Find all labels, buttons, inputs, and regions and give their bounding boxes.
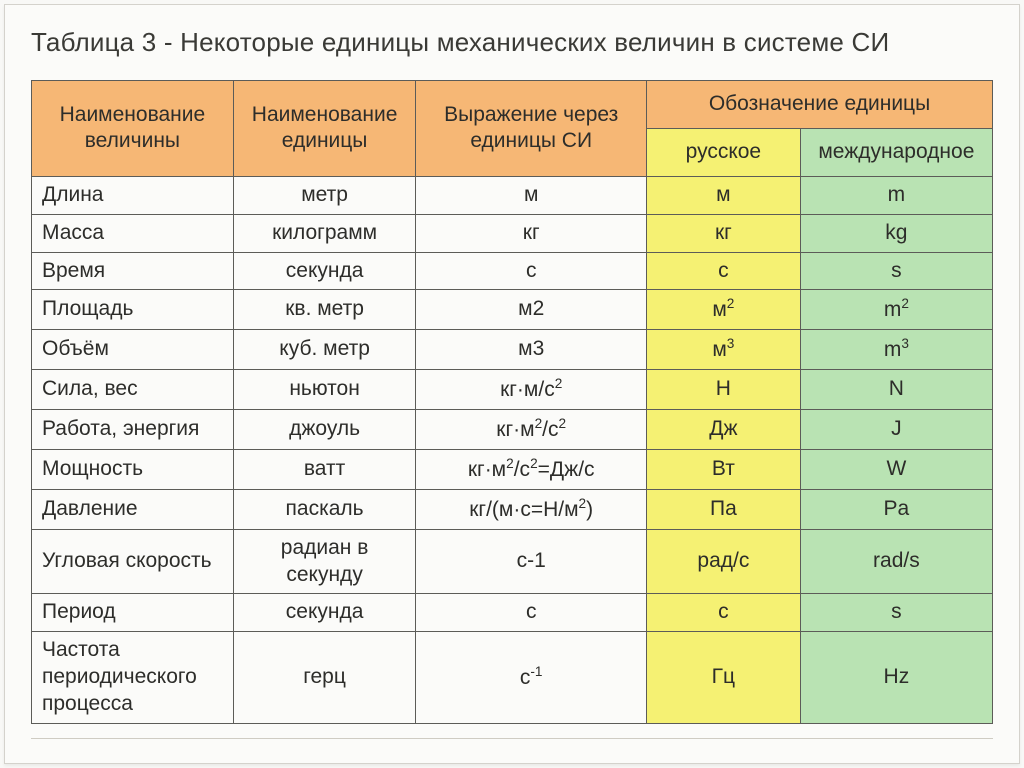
table-header: Наименование величины Наименование едини… — [32, 81, 993, 177]
cell-int: W — [800, 449, 992, 489]
divider — [31, 738, 993, 739]
cell-rus: с — [647, 594, 801, 632]
cell-rus: Па — [647, 489, 801, 529]
cell-quantity: Объём — [32, 330, 234, 370]
cell-quantity: Сила, вес — [32, 370, 234, 410]
cell-unit: секунда — [233, 252, 416, 290]
cell-quantity: Время — [32, 252, 234, 290]
cell-si: м2 — [416, 290, 647, 330]
cell-int: m2 — [800, 290, 992, 330]
header-quantity: Наименование величины — [32, 81, 234, 177]
cell-si: кг·м2/с2=Дж/с — [416, 449, 647, 489]
table-row: Мощностьватткг·м2/с2=Дж/сВтW — [32, 449, 993, 489]
cell-quantity: Масса — [32, 214, 234, 252]
cell-rus: Гц — [647, 632, 801, 724]
header-unit: Наименование единицы — [233, 81, 416, 177]
header-symbol-group: Обозначение единицы — [647, 81, 993, 129]
cell-rus: Дж — [647, 410, 801, 450]
cell-rus: кг — [647, 214, 801, 252]
header-si: Выражение через единицы СИ — [416, 81, 647, 177]
cell-int: m3 — [800, 330, 992, 370]
cell-rus: Н — [647, 370, 801, 410]
cell-unit: джоуль — [233, 410, 416, 450]
cell-unit: паскаль — [233, 489, 416, 529]
cell-si: с-1 — [416, 529, 647, 594]
cell-si: с-1 — [416, 632, 647, 724]
table-row: Массакилограммкгкгkg — [32, 214, 993, 252]
cell-rus: м2 — [647, 290, 801, 330]
cell-si: с — [416, 252, 647, 290]
cell-quantity: Угловая скорость — [32, 529, 234, 594]
table-row: Давлениепаскалькг/(м·с=Н/м2)ПаPa — [32, 489, 993, 529]
cell-int: kg — [800, 214, 992, 252]
cell-unit: куб. метр — [233, 330, 416, 370]
cell-quantity: Площадь — [32, 290, 234, 330]
table-row: Сила, весньютонкг·м/с2НN — [32, 370, 993, 410]
cell-quantity: Период — [32, 594, 234, 632]
cell-si: кг — [416, 214, 647, 252]
cell-unit: радиан в секунду — [233, 529, 416, 594]
cell-int: rad/s — [800, 529, 992, 594]
cell-int: s — [800, 252, 992, 290]
cell-quantity: Частота периодического процесса — [32, 632, 234, 724]
cell-quantity: Мощность — [32, 449, 234, 489]
cell-si: кг·м2/с2 — [416, 410, 647, 450]
cell-int: m — [800, 176, 992, 214]
cell-rus: с — [647, 252, 801, 290]
header-symbol-int: международное — [800, 128, 992, 176]
table-row: Работа, энергияджоулькг·м2/с2ДжJ — [32, 410, 993, 450]
header-row-1: Наименование величины Наименование едини… — [32, 81, 993, 129]
cell-unit: килограмм — [233, 214, 416, 252]
cell-rus: рад/с — [647, 529, 801, 594]
cell-si: м — [416, 176, 647, 214]
table-row: Времясекундассs — [32, 252, 993, 290]
cell-unit: ватт — [233, 449, 416, 489]
cell-quantity: Давление — [32, 489, 234, 529]
cell-quantity: Длина — [32, 176, 234, 214]
slide-frame: Таблица 3 - Некоторые единицы механическ… — [4, 4, 1020, 764]
cell-int: J — [800, 410, 992, 450]
cell-rus: Вт — [647, 449, 801, 489]
cell-si: м3 — [416, 330, 647, 370]
table-row: Длинаметрммm — [32, 176, 993, 214]
cell-si: кг·м/с2 — [416, 370, 647, 410]
header-symbol-rus: русское — [647, 128, 801, 176]
table-row: Площадькв. метрм2м2m2 — [32, 290, 993, 330]
cell-int: Hz — [800, 632, 992, 724]
cell-int: s — [800, 594, 992, 632]
cell-unit: секунда — [233, 594, 416, 632]
cell-unit: кв. метр — [233, 290, 416, 330]
table-body: ДлинаметрммmМассакилограммкгкгkgВремясек… — [32, 176, 993, 723]
cell-int: N — [800, 370, 992, 410]
table-row: Объёмкуб. метрм3м3m3 — [32, 330, 993, 370]
table-title: Таблица 3 - Некоторые единицы механическ… — [31, 27, 993, 58]
cell-rus: м3 — [647, 330, 801, 370]
cell-si: кг/(м·с=Н/м2) — [416, 489, 647, 529]
cell-si: с — [416, 594, 647, 632]
table-row: Периодсекундассs — [32, 594, 993, 632]
table-row: Угловая скоростьрадиан в секундус-1рад/с… — [32, 529, 993, 594]
cell-unit: ньютон — [233, 370, 416, 410]
cell-quantity: Работа, энергия — [32, 410, 234, 450]
table-row: Частота периодического процессагерцс-1Гц… — [32, 632, 993, 724]
cell-int: Pa — [800, 489, 992, 529]
cell-rus: м — [647, 176, 801, 214]
cell-unit: метр — [233, 176, 416, 214]
units-table: Наименование величины Наименование едини… — [31, 80, 993, 724]
cell-unit: герц — [233, 632, 416, 724]
